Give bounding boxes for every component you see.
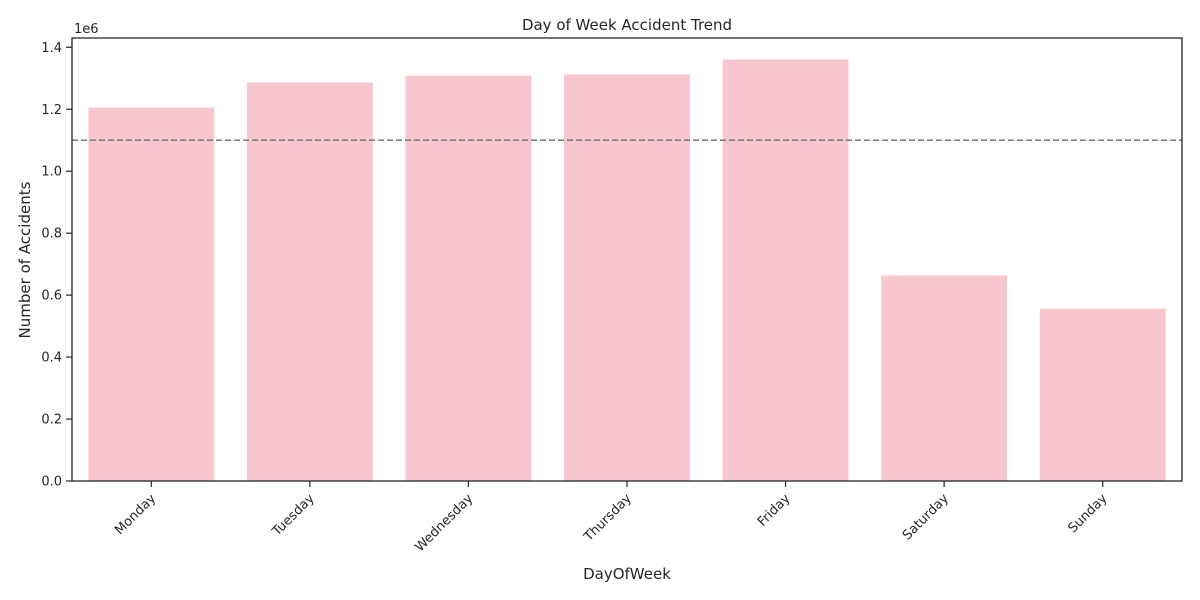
y-tick-label: 0.6 bbox=[41, 289, 62, 304]
y-tick-label: 1.2 bbox=[41, 103, 62, 118]
y-tick-label: 0.4 bbox=[41, 351, 62, 366]
y-tick-label: 1.0 bbox=[41, 165, 62, 180]
bar-monday bbox=[87, 106, 216, 482]
x-tick-label-sunday: Sunday bbox=[1066, 491, 1111, 536]
y-tick-label: 0.2 bbox=[41, 413, 62, 428]
x-tick-label-monday: Monday bbox=[112, 491, 159, 538]
x-axis-title: DayOfWeek bbox=[583, 565, 671, 583]
bars-layer bbox=[87, 58, 1167, 482]
bar-thursday bbox=[563, 73, 691, 482]
chart-title: Day of Week Accident Trend bbox=[522, 16, 732, 34]
y-tick-label: 0.0 bbox=[41, 475, 62, 490]
x-tick-label-tuesday: Tuesday bbox=[269, 491, 318, 540]
y-axis-offset-label: 1e6 bbox=[74, 22, 99, 37]
bar-tuesday bbox=[245, 81, 374, 482]
bar-sunday bbox=[1038, 307, 1167, 482]
x-tick-label-saturday: Saturday bbox=[900, 491, 952, 543]
y-axis-title: Number of Accidents bbox=[16, 181, 34, 338]
bar-saturday bbox=[880, 274, 1009, 482]
bar-wednesday bbox=[404, 74, 533, 482]
x-tick-label-thursday: Thursday bbox=[581, 491, 635, 545]
x-tick-label-friday: Friday bbox=[755, 491, 794, 530]
y-tick-label: 0.8 bbox=[41, 227, 62, 242]
x-tick-label-wednesday: Wednesday bbox=[412, 491, 476, 555]
y-tick-label: 1.4 bbox=[41, 41, 62, 56]
bar-friday bbox=[721, 58, 850, 482]
